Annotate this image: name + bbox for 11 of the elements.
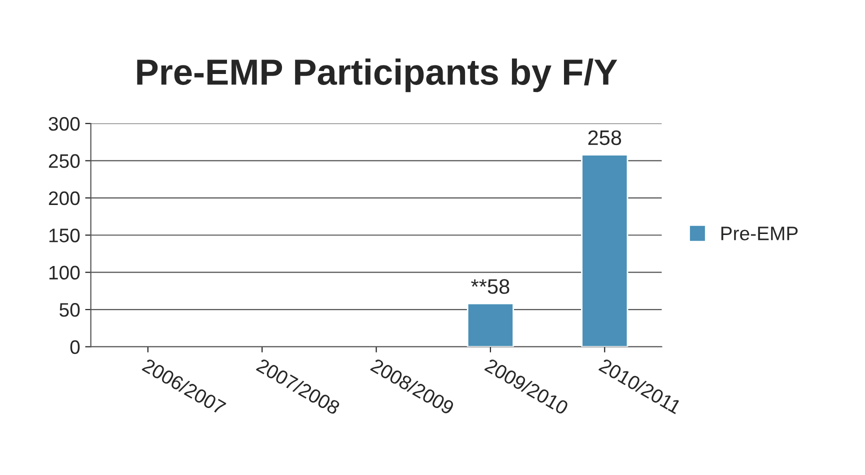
y-tick-label: 200 xyxy=(48,191,80,206)
y-tick-label: 150 xyxy=(49,228,80,242)
data-label: 258 xyxy=(588,130,622,146)
y-tick-label: 0 xyxy=(70,340,80,354)
y-tick-label: 100 xyxy=(49,266,80,280)
chart-title: Pre-EMP Participants by F/Y xyxy=(137,58,618,92)
y-tick-label: 50 xyxy=(60,303,80,317)
y-tick-label: 250 xyxy=(48,154,80,168)
legend-label: Pre-EMP xyxy=(721,226,798,240)
data-label: **58 xyxy=(471,279,510,294)
y-tick-label: 300 xyxy=(48,116,80,131)
